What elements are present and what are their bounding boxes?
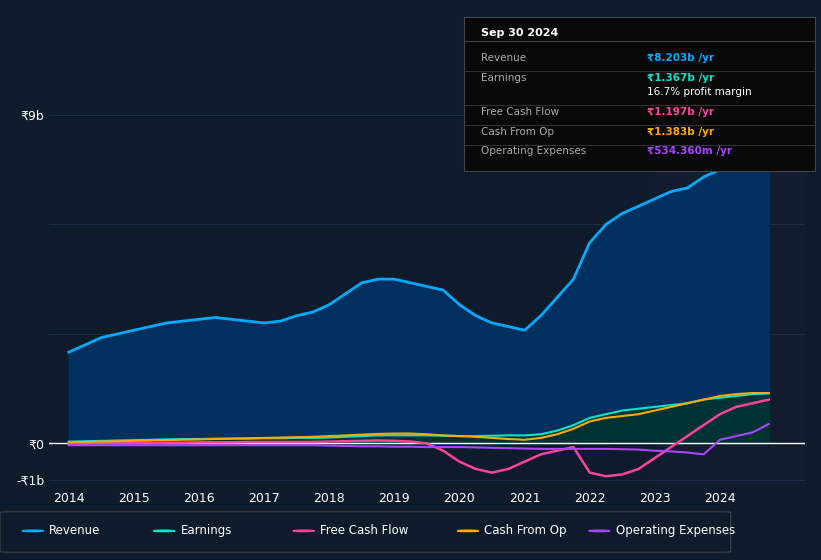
- Bar: [655, 78, 821, 487]
- Text: 16.7% profit margin: 16.7% profit margin: [647, 87, 751, 97]
- Text: Revenue: Revenue: [481, 53, 526, 63]
- Text: Operating Expenses: Operating Expenses: [481, 146, 587, 156]
- Text: Sep 30 2024: Sep 30 2024: [481, 27, 559, 38]
- Circle shape: [154, 530, 175, 531]
- Text: ₹1.383b /yr: ₹1.383b /yr: [647, 127, 713, 137]
- Circle shape: [22, 530, 44, 531]
- Text: Free Cash Flow: Free Cash Flow: [320, 524, 409, 538]
- Text: Cash From Op: Cash From Op: [481, 127, 554, 137]
- Text: Free Cash Flow: Free Cash Flow: [481, 108, 560, 117]
- Text: ₹1.197b /yr: ₹1.197b /yr: [647, 108, 713, 117]
- Text: Operating Expenses: Operating Expenses: [616, 524, 735, 538]
- Text: Revenue: Revenue: [49, 524, 101, 538]
- Text: Cash From Op: Cash From Op: [484, 524, 566, 538]
- Text: Earnings: Earnings: [481, 73, 527, 83]
- Circle shape: [589, 530, 610, 531]
- Text: ₹534.360m /yr: ₹534.360m /yr: [647, 146, 732, 156]
- Text: Earnings: Earnings: [181, 524, 232, 538]
- Text: ₹1.367b /yr: ₹1.367b /yr: [647, 73, 713, 83]
- Circle shape: [293, 530, 314, 531]
- Circle shape: [457, 530, 479, 531]
- Text: ₹8.203b /yr: ₹8.203b /yr: [647, 53, 713, 63]
